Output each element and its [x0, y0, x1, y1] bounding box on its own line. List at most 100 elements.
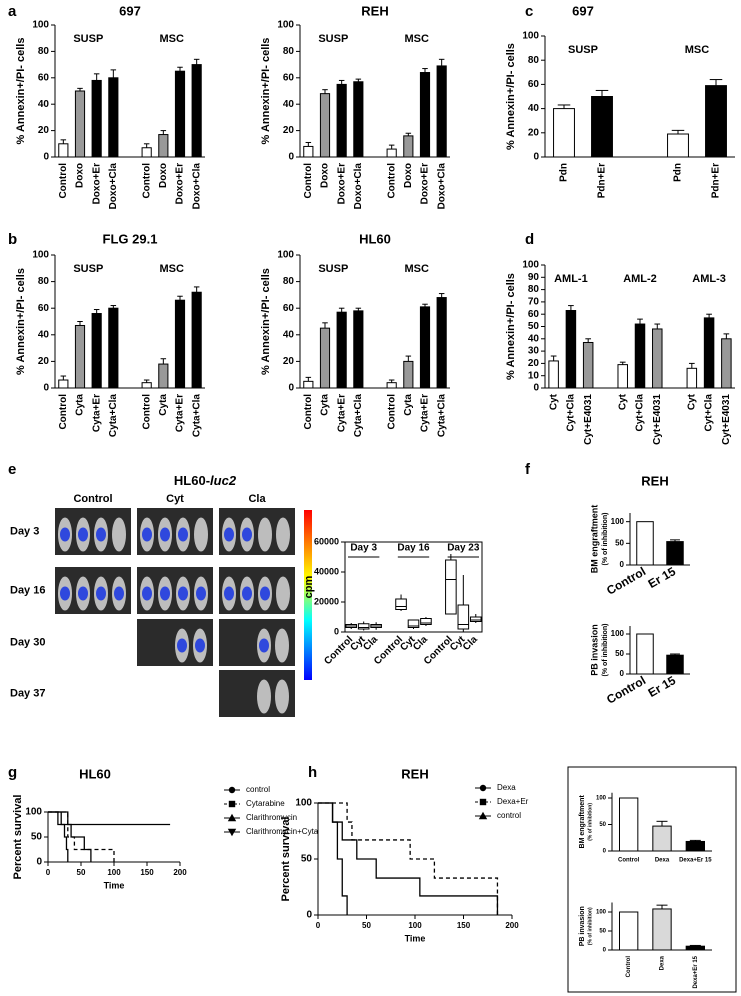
y-tick-label: 90 — [528, 272, 540, 283]
x-tick-label: Doxo — [403, 163, 414, 188]
mouse — [194, 517, 208, 552]
x-tick-label: Cla — [411, 634, 430, 653]
x-tick-label: Control — [141, 394, 152, 430]
column-label: Control — [73, 493, 112, 505]
signal — [196, 586, 206, 601]
panel-letter: b — [8, 231, 17, 248]
bar — [634, 323, 646, 389]
x-tick-label: Control — [58, 394, 69, 430]
y-axis-label: cpm — [303, 575, 315, 598]
y-tick-label: 60000 — [314, 536, 339, 546]
legend-marker — [227, 828, 237, 837]
signal — [224, 527, 234, 542]
mouse — [276, 517, 290, 552]
signal — [96, 586, 106, 601]
y-tick-label: 100 — [522, 260, 539, 271]
x-tick-label: Doxo+Er — [91, 163, 102, 205]
bar — [666, 541, 684, 566]
x-tick-label: Dexa — [660, 955, 666, 970]
y-tick-label: 0 — [334, 626, 339, 636]
y-tick-label: 80 — [38, 276, 50, 287]
y-tick-label: 60 — [283, 303, 295, 314]
x-tick-label: Cyt — [686, 393, 697, 410]
y-tick-label: 40 — [528, 333, 540, 344]
x-tick-label: Cyta+Er — [420, 394, 431, 432]
signal — [242, 527, 252, 542]
y-tick-label: 0 — [533, 383, 539, 394]
y-axis-label: (% of inhibition) — [602, 624, 609, 677]
legend-label: Clarithromycin+Cyta — [246, 827, 319, 836]
y-axis-label: % Annexin+/PI- cells — [15, 268, 27, 375]
x-tick-label: Doxo — [320, 163, 331, 188]
signal — [114, 586, 124, 601]
mouse — [258, 517, 272, 552]
y-axis-label: (% of inhibition) — [587, 803, 593, 841]
y-tick-label: 100 — [596, 910, 607, 916]
x-tick-label: Dexa+Er 15 — [679, 858, 712, 864]
y-tick-label: 20000 — [314, 596, 339, 606]
box — [407, 619, 420, 628]
signal — [60, 586, 70, 601]
y-tick-label: 0 — [288, 383, 294, 394]
x-tick-label: Pdn — [673, 163, 684, 182]
group-label: AML-1 — [554, 273, 588, 285]
x-tick-label: 0 — [316, 921, 321, 930]
y-tick-label: 40 — [38, 99, 50, 110]
y-tick-label: 60 — [528, 79, 540, 90]
x-tick-label: 100 — [408, 921, 422, 930]
x-tick-label: 50 — [77, 868, 86, 877]
y-axis-label: % Annexin+/PI- cells — [505, 43, 517, 150]
column-label: Cla — [248, 493, 266, 505]
signal — [195, 638, 205, 653]
x-tick-label: Er 15 — [646, 564, 679, 591]
mouse — [275, 628, 289, 663]
y-tick-label: 100 — [295, 798, 312, 809]
group-label: AML-2 — [623, 273, 657, 285]
y-tick-label: 0 — [603, 849, 607, 855]
y-tick-label: 0 — [36, 857, 42, 868]
y-tick-label: 80 — [528, 284, 540, 295]
bar — [191, 291, 202, 389]
bar — [403, 135, 414, 158]
x-tick-label: Cla — [361, 634, 380, 653]
panel-letter: e — [8, 461, 16, 478]
y-tick-label: 100 — [277, 250, 294, 261]
group-label: Day 23 — [447, 543, 480, 554]
bar — [582, 341, 594, 389]
legend-label: Dexa — [497, 783, 516, 792]
y-axis-label: PB invasion — [589, 624, 599, 676]
bar — [548, 360, 559, 389]
x-tick-label: Control — [626, 956, 632, 978]
y-tick-label: 50 — [31, 832, 43, 843]
bar — [419, 306, 431, 389]
x-tick-label: Cla — [461, 634, 480, 653]
x-tick-label: Pdn — [559, 163, 570, 182]
y-axis-label: Percent survival — [12, 795, 24, 880]
box — [395, 598, 407, 610]
y-tick-label: 40000 — [314, 566, 339, 576]
mouse — [257, 679, 271, 714]
group-label: MSC — [159, 263, 184, 275]
legend-marker — [227, 813, 237, 822]
x-tick-label: Cyta — [403, 394, 414, 416]
group-label: Day 16 — [397, 543, 430, 554]
x-tick-label: Cyt+E4031 — [652, 394, 663, 445]
box — [420, 618, 432, 625]
signal — [160, 586, 170, 601]
x-tick-label: Control — [386, 163, 397, 199]
x-tick-label: Control — [141, 163, 152, 199]
box — [445, 559, 457, 615]
bar — [174, 299, 186, 389]
bar — [619, 797, 639, 852]
y-tick-label: 40 — [283, 99, 295, 110]
bar — [652, 328, 663, 389]
x-tick-label: Cyta+Er — [91, 394, 102, 432]
y-tick-label: 20 — [283, 125, 295, 136]
bar — [721, 338, 732, 389]
y-tick-label: 50 — [599, 929, 606, 935]
title-text: HL60- — [174, 473, 210, 488]
y-axis-label: Percent survival — [280, 817, 292, 902]
y-tick-label: 100 — [611, 629, 625, 638]
y-tick-label: 100 — [522, 31, 539, 42]
